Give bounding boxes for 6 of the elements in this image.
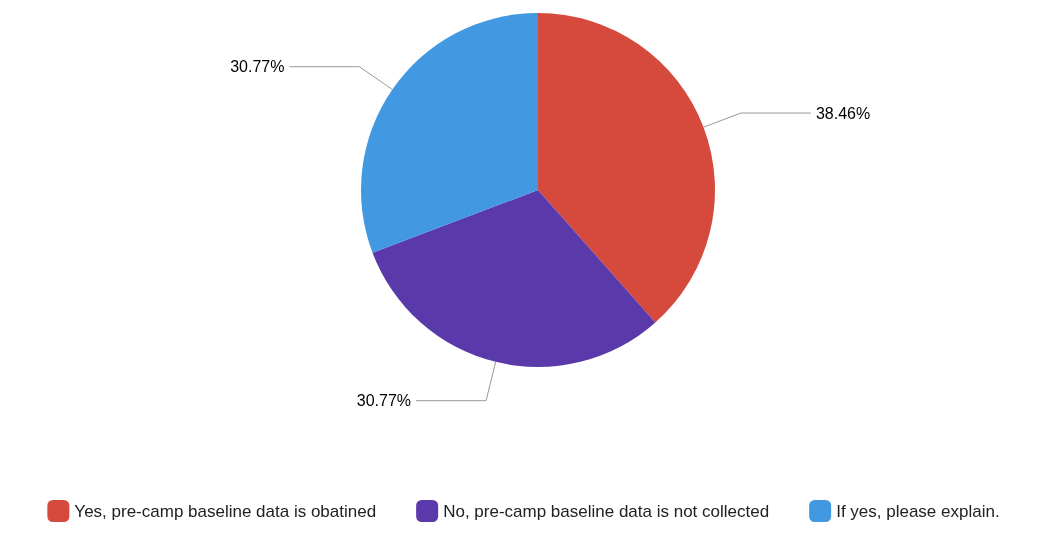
- legend-label: If yes, please explain.: [836, 501, 1000, 521]
- data-label: 30.77%: [230, 58, 285, 76]
- legend-label: No, pre-camp baseline data is not collected: [443, 501, 770, 521]
- data-label: 30.77%: [356, 392, 412, 410]
- data-label: 38.46%: [815, 104, 871, 122]
- legend-label: Yes, pre-camp baseline data is obatined: [74, 501, 377, 521]
